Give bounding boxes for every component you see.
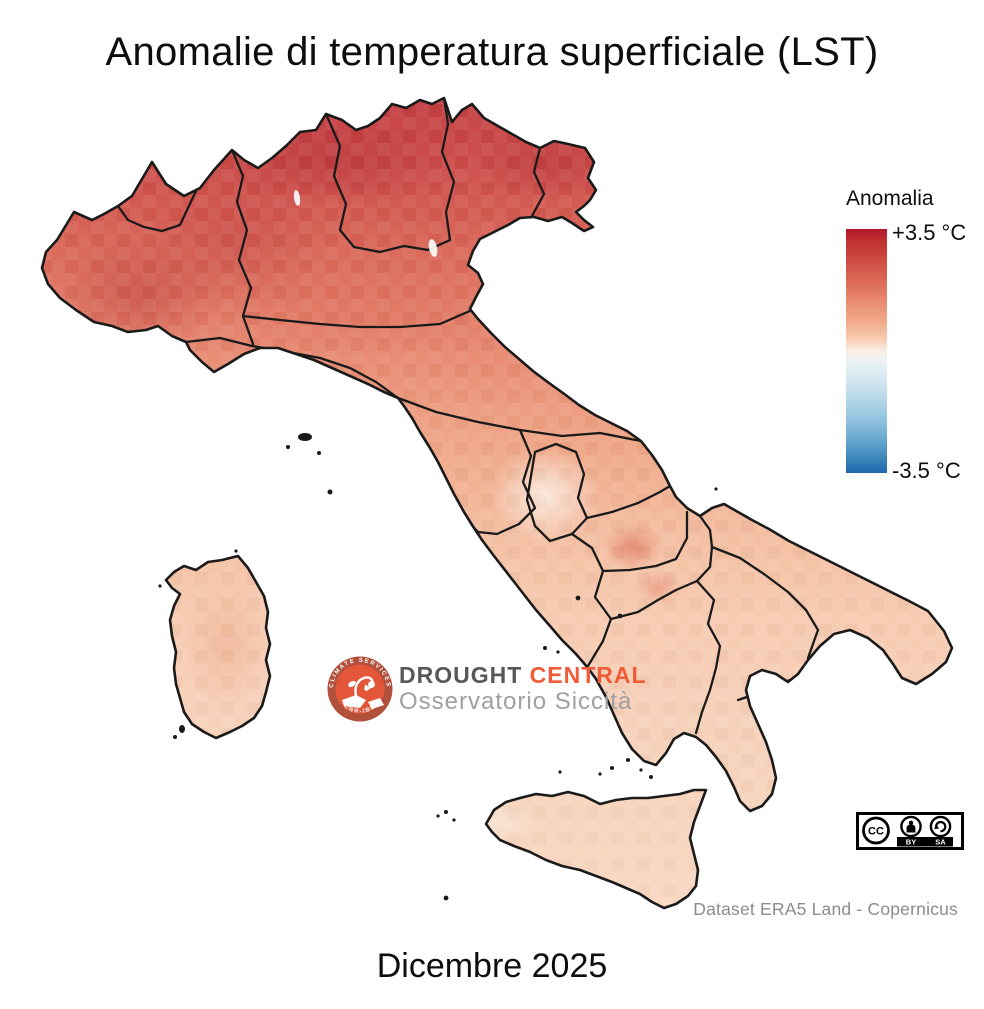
drought-central-badge-icon: CLIMATE SERVICES CNR-IBE [327, 656, 393, 722]
svg-text:CC: CC [868, 826, 884, 838]
region-borders [116, 98, 820, 735]
sa-label: SA [935, 838, 946, 847]
svg-text:CNR-IBE: CNR-IBE [342, 704, 377, 716]
license-label-band [897, 837, 953, 847]
logo-text: DROUGHT CENTRAL Osservatorio Siccità [399, 662, 647, 715]
drought-central-logo: CLIMATE SERVICES CNR-IBE DROUGHT CENTRAL… [326, 655, 656, 725]
cc-sa-icon [929, 815, 952, 838]
minor-islands [158, 433, 718, 901]
by-label: BY [906, 838, 916, 847]
logo-word-central: CENTRAL [529, 662, 647, 688]
wilted-plant-icon [342, 676, 384, 709]
cc-icon: CC [862, 816, 890, 845]
cc-by-sa-license-badge: CC BY SA [856, 812, 964, 850]
badge-ring-text-bottom: CNR-IBE [342, 704, 376, 716]
logo-subtitle: Osservatorio Siccità [399, 688, 633, 715]
lakes [293, 190, 438, 257]
dataset-attribution: Dataset ERA5 Land - Copernicus [693, 899, 958, 919]
page-title: Anomalie di temperatura superficiale (LS… [105, 30, 879, 74]
cc-by-icon [900, 815, 922, 838]
logo-wordmark: DROUGHT CENTRAL [399, 662, 647, 688]
logo-word-drought: DROUGHT [399, 662, 523, 688]
period-label: Dicembre 2025 [376, 947, 608, 985]
